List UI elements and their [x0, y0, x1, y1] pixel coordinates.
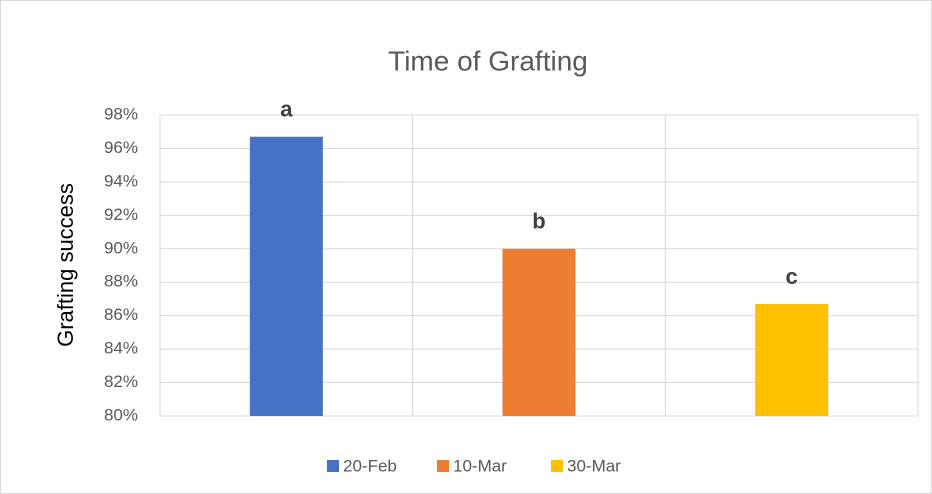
legend-label: 20-Feb — [343, 456, 397, 475]
y-tick-label: 90% — [104, 238, 138, 257]
bar — [502, 248, 576, 416]
legend-swatch — [551, 460, 563, 472]
y-tick-label: 88% — [104, 272, 138, 291]
legend-label: 30-Mar — [567, 456, 621, 475]
y-tick-label: 84% — [104, 339, 138, 358]
y-tick-label: 94% — [104, 171, 138, 190]
bar-annotation: b — [532, 209, 545, 234]
bar — [755, 303, 829, 416]
legend-swatch — [437, 460, 449, 472]
y-tick-label: 92% — [104, 205, 138, 224]
y-tick-label: 80% — [104, 405, 138, 424]
y-tick-label: 96% — [104, 138, 138, 157]
y-axis-label: Grafting success — [53, 183, 78, 347]
chart-title: Time of Grafting — [388, 45, 588, 76]
y-tick-label: 86% — [104, 305, 138, 324]
y-tick-label: 98% — [104, 104, 138, 123]
legend-swatch — [327, 460, 339, 472]
y-tick-label: 82% — [104, 372, 138, 391]
bar — [249, 136, 323, 416]
bar-annotation: c — [786, 264, 798, 289]
bar-annotation: a — [280, 97, 293, 122]
legend-label: 10-Mar — [453, 456, 507, 475]
